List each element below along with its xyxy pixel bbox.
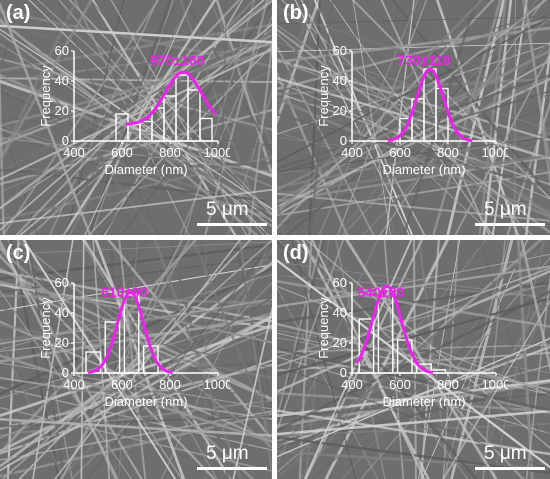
- histogram-bar: [187, 89, 201, 142]
- histogram-inset: 0 20 40 60 400 600 800 1000 540±80 Diameter (nm) F…: [318, 277, 508, 409]
- y-tick-label: 40: [333, 73, 347, 88]
- histogram-bar: [416, 363, 432, 374]
- x-axis-label: Diameter (nm): [104, 162, 187, 177]
- x-axis-label: Diameter (nm): [382, 162, 465, 177]
- gaussian-fit-curve: [125, 70, 217, 126]
- y-tick-label: 0: [62, 133, 69, 148]
- y-tick-label: 40: [55, 305, 69, 320]
- histogram-bar: [123, 294, 140, 374]
- x-axis-label: Diameter (nm): [104, 394, 187, 409]
- x-tick-label: 1000: [204, 377, 230, 392]
- mean-annotation: 870±160: [150, 52, 205, 68]
- y-tick-label: 60: [55, 45, 69, 58]
- x-tick-label: 400: [63, 145, 85, 160]
- x-tick-label: 800: [159, 377, 181, 392]
- panel-b: (b) 5 μm 0 20 40 60 400 600 800 1000 730±110 Diamet…: [277, 0, 550, 235]
- x-axis-label: Diameter (nm): [382, 394, 465, 409]
- panel-label: (b): [283, 2, 309, 24]
- histogram-bar: [423, 68, 437, 142]
- histogram-bar: [377, 288, 394, 374]
- x-tick-label: 600: [111, 377, 133, 392]
- x-tick-label: 400: [341, 377, 363, 392]
- mean-annotation: 540±80: [357, 284, 404, 300]
- scale-bar: [475, 223, 545, 226]
- y-tick-label: 20: [55, 335, 69, 350]
- y-axis-label: Frequency: [40, 297, 53, 359]
- y-tick-label: 0: [340, 133, 347, 148]
- histogram-inset: 0 20 40 60 400 600 800 1000 730±110 Diameter (nm)…: [318, 45, 508, 177]
- histogram-inset: 0 20 40 60 400 600 800 1000 610±90 Diameter (nm) F…: [40, 277, 230, 409]
- panel-c: (c) 5 μm 0 20 40 60 400 600 800 1000 610±90 Diamete…: [0, 240, 272, 479]
- y-axis-label: Frequency: [40, 65, 53, 127]
- x-tick-label: 800: [437, 377, 459, 392]
- y-tick-label: 60: [333, 277, 347, 290]
- panel-label: (a): [6, 2, 31, 24]
- mean-annotation: 610±90: [101, 284, 148, 300]
- histogram-bar: [175, 74, 189, 142]
- histogram-bar: [358, 318, 375, 374]
- panel-label: (d): [283, 242, 309, 264]
- scale-bar: [197, 223, 267, 226]
- scale-bar-label: 5 μm: [206, 199, 249, 220]
- panel-a: (a) 5 μm 0 20 40 60 400 600 800 1000 870±160 Diamet…: [0, 0, 272, 235]
- histogram-bar: [127, 123, 141, 142]
- scale-bar: [475, 467, 545, 470]
- sem-micrograph-background: [277, 0, 550, 235]
- y-tick-label: 20: [333, 103, 347, 118]
- scale-bar-label: 5 μm: [484, 443, 527, 464]
- histogram-inset: 0 20 40 60 400 600 800 1000 870±160 Diameter (nm)…: [40, 45, 230, 177]
- y-tick-label: 0: [62, 365, 69, 380]
- histogram-bar: [430, 369, 447, 374]
- y-tick-label: 0: [340, 365, 347, 380]
- x-tick-label: 400: [63, 377, 85, 392]
- scale-bar: [197, 467, 267, 470]
- scale-bar-label: 5 μm: [484, 199, 527, 220]
- x-tick-label: 600: [389, 145, 411, 160]
- x-tick-label: 600: [111, 145, 133, 160]
- y-tick-label: 20: [333, 335, 347, 350]
- histogram-bar: [115, 113, 129, 142]
- gaussian-fit-curve: [87, 290, 173, 374]
- x-tick-label: 1000: [482, 145, 508, 160]
- y-tick-label: 60: [55, 277, 69, 290]
- histogram-bar: [163, 95, 177, 142]
- x-tick-label: 400: [341, 145, 363, 160]
- histogram-bar: [199, 117, 213, 142]
- x-tick-label: 800: [437, 145, 459, 160]
- y-tick-label: 40: [55, 73, 69, 88]
- gaussian-fit-curve: [355, 284, 434, 374]
- x-tick-label: 1000: [482, 377, 508, 392]
- histogram-bar: [139, 120, 153, 142]
- gaussian-fit-curve: [387, 67, 473, 143]
- mean-annotation: 730±110: [397, 52, 451, 68]
- y-tick-label: 20: [55, 103, 69, 118]
- x-tick-label: 600: [389, 377, 411, 392]
- x-tick-label: 800: [159, 145, 181, 160]
- sem-micrograph-background: [0, 240, 272, 479]
- y-tick-label: 40: [333, 305, 347, 320]
- y-tick-label: 60: [333, 45, 347, 58]
- y-axis-label: Frequency: [318, 65, 331, 127]
- x-tick-label: 1000: [204, 145, 230, 160]
- y-axis-label: Frequency: [318, 297, 331, 359]
- panel-d: (d) 5 μm 0 20 40 60 400 600 800 1000 540±80 Diamete…: [277, 240, 550, 479]
- histogram-bar: [104, 321, 121, 374]
- panel-label: (c): [6, 242, 31, 264]
- scale-bar-label: 5 μm: [206, 443, 249, 464]
